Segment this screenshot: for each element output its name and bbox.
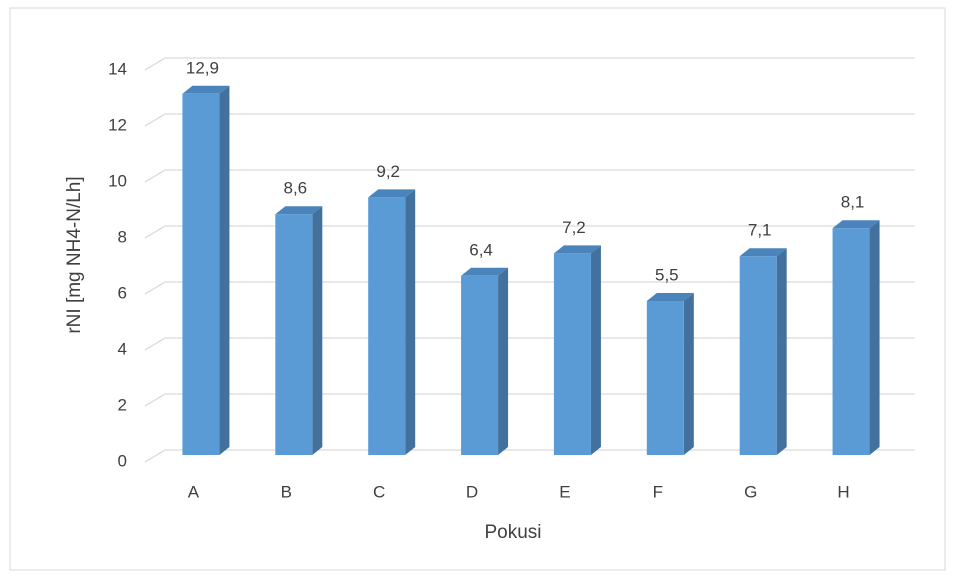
bar — [646, 301, 684, 455]
bar — [461, 275, 499, 455]
data-label: 9,2 — [376, 162, 400, 181]
bar — [368, 197, 406, 455]
grid-line — [144, 169, 915, 183]
y-tick-label: 6 — [118, 283, 127, 302]
x-tick-label: C — [373, 482, 385, 501]
y-tick-label: 10 — [108, 171, 127, 190]
y-tick-label: 0 — [118, 451, 127, 470]
x-tick-label: D — [466, 482, 478, 501]
x-tick-label: E — [559, 482, 570, 501]
data-label: 5,5 — [655, 265, 679, 284]
bar-top — [553, 245, 601, 254]
bar — [553, 253, 591, 455]
bar-top — [368, 189, 416, 198]
bar-side — [312, 206, 323, 455]
x-tick-label: F — [653, 482, 663, 501]
y-tick-label: 12 — [108, 115, 127, 134]
x-tick-label: G — [744, 482, 757, 501]
x-tick-label: H — [837, 482, 849, 501]
data-label: 12,9 — [186, 58, 219, 77]
data-label: 8,6 — [283, 179, 307, 198]
y-tick-label: 14 — [108, 59, 127, 78]
bar — [739, 256, 777, 455]
grid-line — [144, 281, 915, 295]
y-tick-label: 2 — [118, 395, 127, 414]
y-tick-label: 8 — [118, 227, 127, 246]
bar-top — [182, 85, 230, 94]
bar-top — [461, 267, 509, 276]
bar-top — [646, 293, 694, 301]
bar-side — [683, 293, 694, 455]
bar-side — [869, 220, 880, 455]
bar-side — [219, 85, 230, 456]
bar-top — [275, 206, 323, 215]
data-label: 8,1 — [841, 193, 865, 212]
grid-line — [144, 225, 915, 239]
y-tick-label: 4 — [118, 339, 127, 358]
bar-side — [498, 267, 509, 455]
y-axis-label: rNI [mg NH4-N/Lh] — [64, 176, 85, 333]
data-label: 7,1 — [748, 221, 772, 240]
bar-side — [590, 245, 601, 455]
bar — [275, 214, 313, 455]
bar — [832, 228, 870, 455]
x-axis-label: Pokusi — [484, 522, 541, 543]
grid-line — [144, 113, 915, 127]
bar-top — [739, 248, 787, 257]
x-tick-label: B — [281, 482, 292, 501]
bar — [182, 93, 220, 456]
bar-top — [832, 220, 880, 229]
bar-side — [776, 248, 787, 455]
data-label: 6,4 — [469, 240, 493, 259]
bar-side — [405, 189, 416, 455]
x-tick-label: A — [188, 482, 200, 501]
grid-line — [144, 57, 915, 71]
data-label: 7,2 — [562, 218, 586, 237]
